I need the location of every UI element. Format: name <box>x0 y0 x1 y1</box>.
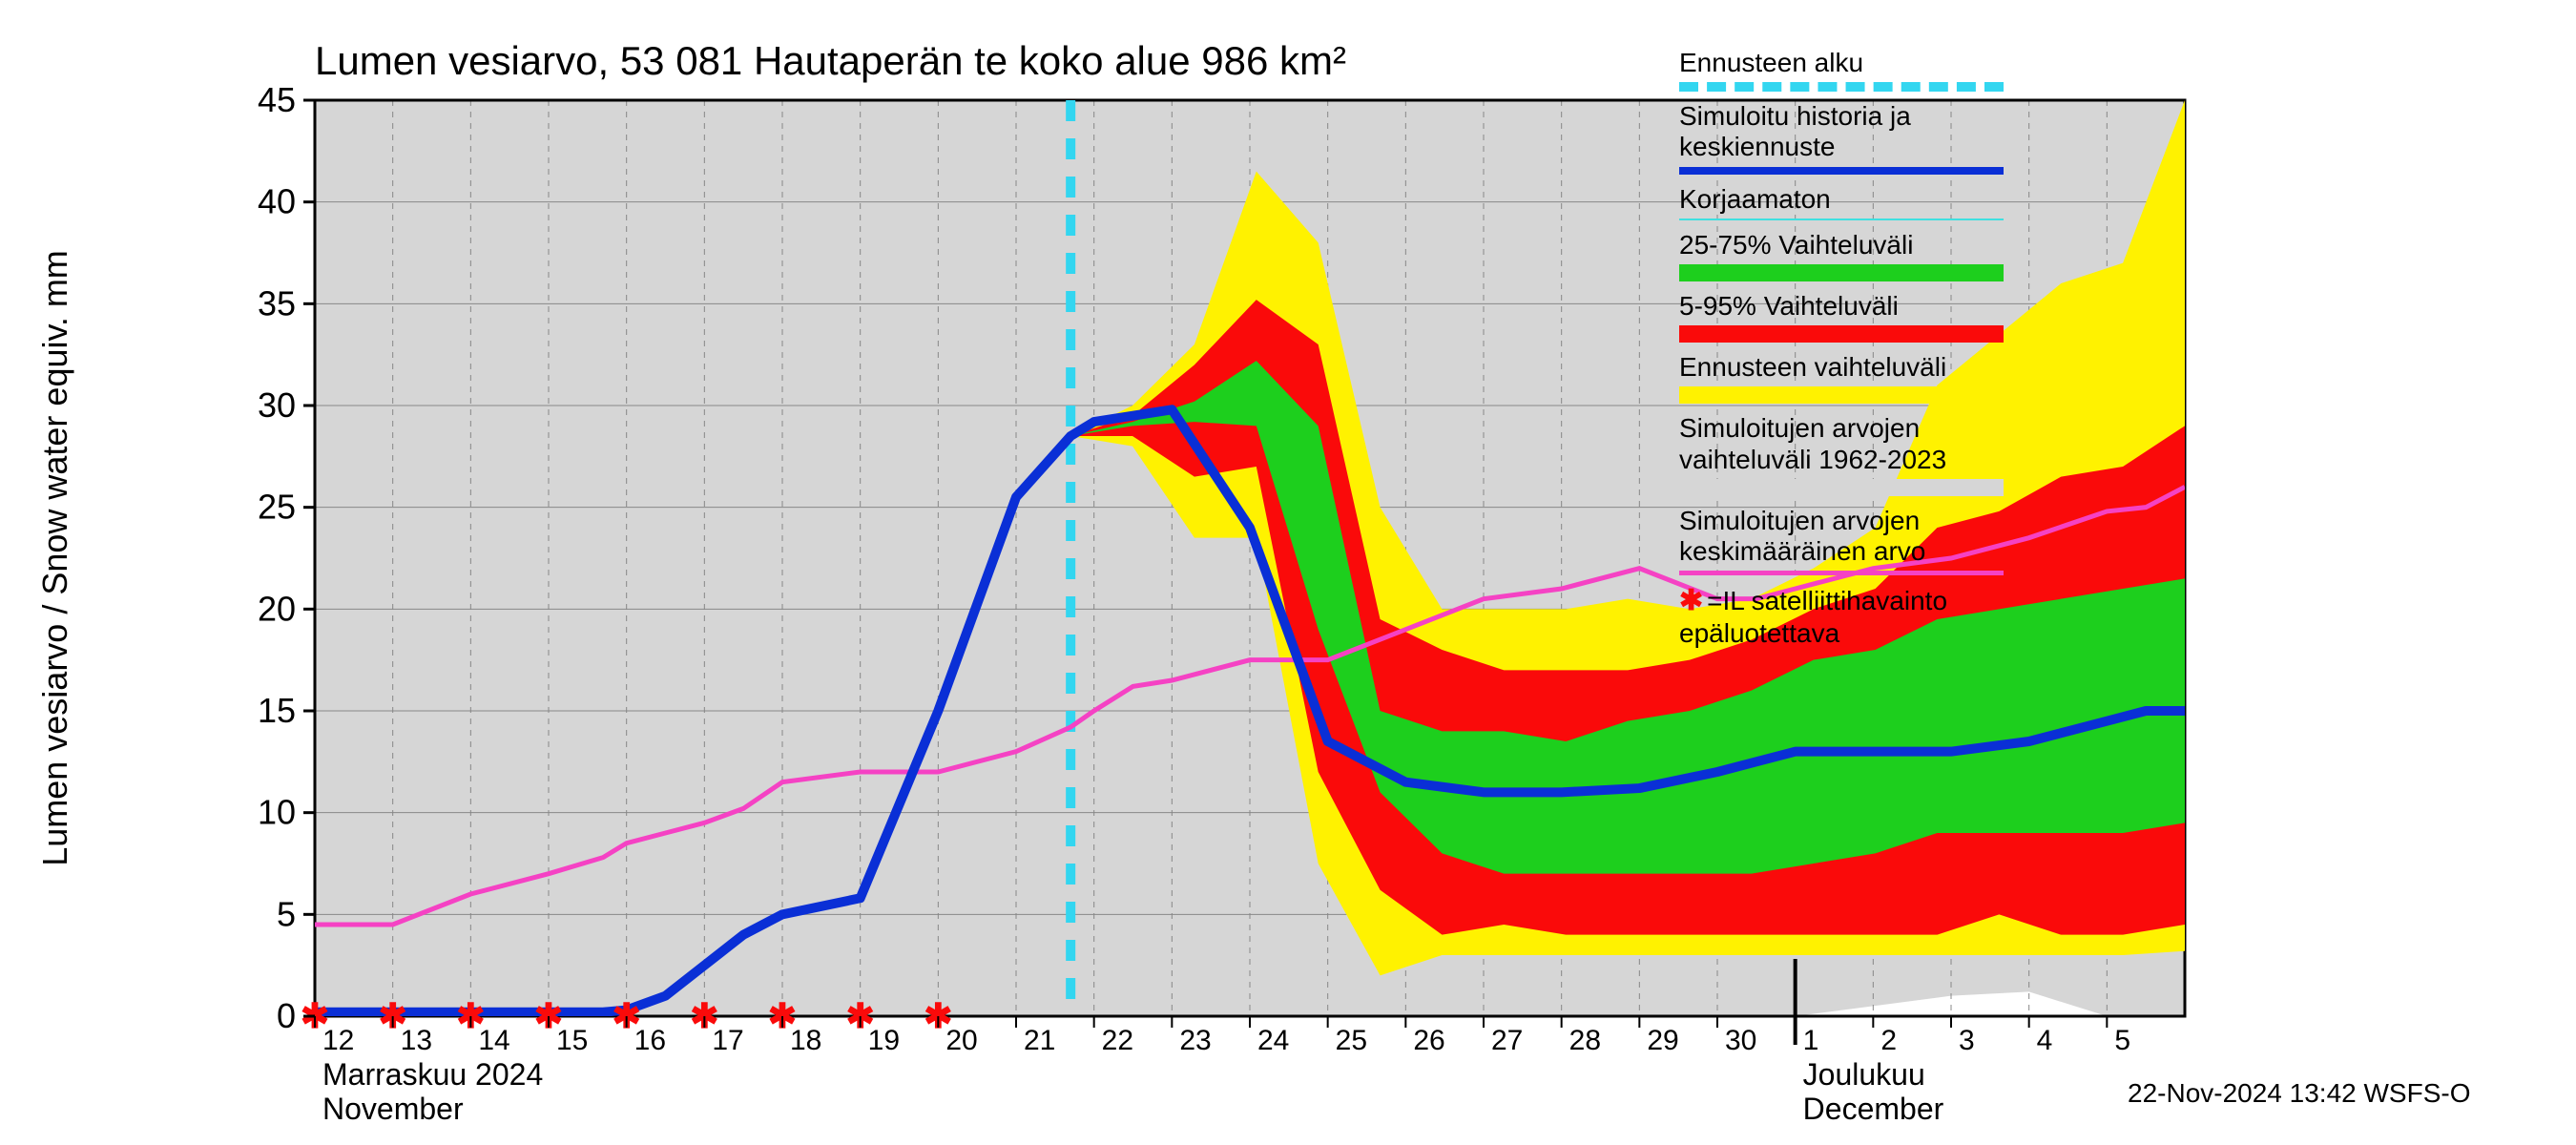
legend-simhist2: keskiennuste <box>1679 132 2023 162</box>
svg-text:30: 30 <box>258 385 296 425</box>
svg-text:28: 28 <box>1569 1025 1601 1056</box>
svg-text:15: 15 <box>556 1025 588 1056</box>
legend-uncorr: Korjaamaton <box>1679 184 2023 215</box>
svg-text:27: 27 <box>1491 1025 1523 1056</box>
svg-text:4: 4 <box>2037 1025 2053 1056</box>
svg-text:2: 2 <box>1880 1025 1897 1056</box>
svg-text:45: 45 <box>258 80 296 119</box>
svg-text:Lumen vesiarvo, 53 081 Hautape: Lumen vesiarvo, 53 081 Hautaperän te kok… <box>315 38 1346 83</box>
svg-text:November: November <box>322 1092 464 1126</box>
svg-text:0: 0 <box>277 996 296 1035</box>
svg-text:17: 17 <box>712 1025 743 1056</box>
legend-unreliable-marker: ✱ <box>1679 585 1703 618</box>
legend-unreliable1: =IL satelliittihavainto <box>1707 586 1947 615</box>
svg-text:40: 40 <box>258 182 296 221</box>
legend-swatch-yellow <box>1679 386 2004 404</box>
svg-text:December: December <box>1803 1092 1944 1126</box>
legend-simhist1: Simuloitu historia ja <box>1679 101 2023 132</box>
legend-unreliable2: epäluotettava <box>1679 618 2023 649</box>
svg-text:22: 22 <box>1102 1025 1133 1056</box>
svg-text:15: 15 <box>258 691 296 730</box>
timestamp: 22-Nov-2024 13:42 WSFS-O <box>2128 1078 2471 1109</box>
svg-text:Joulukuu: Joulukuu <box>1803 1057 1925 1092</box>
svg-text:3: 3 <box>1959 1025 1975 1056</box>
legend-forecast-start: Ennusteen alku <box>1679 48 2023 78</box>
svg-text:Lumen vesiarvo / Snow water eq: Lumen vesiarvo / Snow water equiv. mm <box>35 250 74 866</box>
legend-swatch-forecast <box>1679 82 2004 92</box>
svg-text:23: 23 <box>1179 1025 1211 1056</box>
svg-text:26: 26 <box>1413 1025 1444 1056</box>
svg-text:Marraskuu 2024: Marraskuu 2024 <box>322 1057 543 1092</box>
svg-text:20: 20 <box>945 1025 977 1056</box>
legend-simrange1: Simuloitujen arvojen <box>1679 413 2023 444</box>
legend-swatch-magenta <box>1679 571 2004 575</box>
svg-text:24: 24 <box>1257 1025 1289 1056</box>
svg-text:16: 16 <box>634 1025 666 1056</box>
svg-text:25: 25 <box>258 488 296 527</box>
legend-595: 5-95% Vaihteluväli <box>1679 291 2023 322</box>
svg-text:10: 10 <box>258 793 296 832</box>
svg-text:1: 1 <box>1803 1025 1819 1056</box>
svg-text:5: 5 <box>277 894 296 933</box>
svg-text:18: 18 <box>790 1025 821 1056</box>
svg-text:25: 25 <box>1336 1025 1367 1056</box>
svg-text:5: 5 <box>2114 1025 2130 1056</box>
svg-text:29: 29 <box>1647 1025 1678 1056</box>
svg-text:19: 19 <box>868 1025 900 1056</box>
legend-simmean2: keskimääräinen arvo <box>1679 536 2023 567</box>
legend-simrange2: vaihteluväli 1962-2023 <box>1679 445 2023 475</box>
legend-forecast-range: Ennusteen vaihteluväli <box>1679 352 2023 383</box>
svg-text:21: 21 <box>1024 1025 1055 1056</box>
legend-swatch-uncorrected <box>1679 219 2004 220</box>
svg-text:20: 20 <box>258 589 296 628</box>
legend-swatch-grey <box>1679 479 2004 496</box>
svg-text:35: 35 <box>258 283 296 323</box>
svg-text:13: 13 <box>401 1025 432 1056</box>
svg-text:30: 30 <box>1725 1025 1756 1056</box>
legend-swatch-green <box>1679 264 2004 281</box>
legend-2575: 25-75% Vaihteluväli <box>1679 230 2023 260</box>
legend-simmean1: Simuloitujen arvojen <box>1679 506 2023 536</box>
legend-swatch-red <box>1679 325 2004 343</box>
svg-text:12: 12 <box>322 1025 354 1056</box>
svg-text:14: 14 <box>478 1025 509 1056</box>
legend-swatch-blue <box>1679 167 2004 175</box>
